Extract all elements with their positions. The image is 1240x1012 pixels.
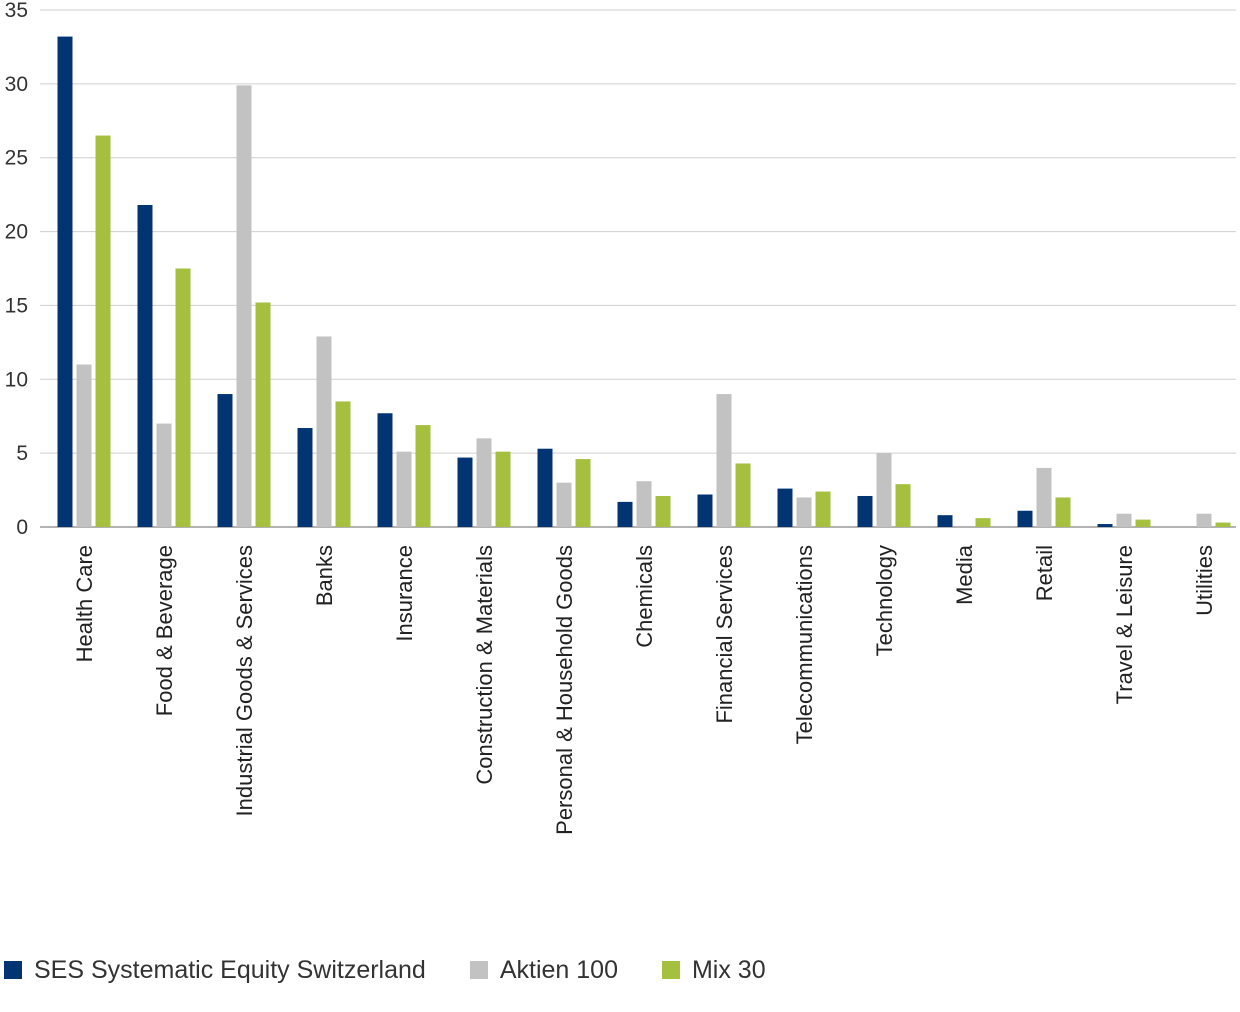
- x-category-label-construction-materials: Construction & Materials: [472, 545, 497, 785]
- y-tick-label-30: 30: [5, 73, 28, 96]
- bar-chemicals-mix-30: [655, 495, 671, 527]
- bar-technology-mix-30: [895, 484, 911, 527]
- bar-utilities-aktien-100: [1196, 513, 1212, 527]
- bar-financial-services-aktien-100: [716, 394, 732, 527]
- bar-media-ses-systematic-equity-switzerland: [937, 515, 953, 527]
- x-category-label-chemicals: Chemicals: [632, 545, 657, 648]
- y-axis-ticks: 0 5 10 15 20 25 30 35: [5, 0, 28, 539]
- bar-construction-materials-ses-systematic-equity-switzerland: [457, 457, 473, 527]
- x-category-label-personal-household-goods: Personal & Household Goods: [552, 545, 577, 835]
- x-axis-category-labels: Health Care Food & Beverage Industrial Goo…: [72, 544, 1217, 835]
- legend-item-aktien-100: Aktien 100: [469, 955, 618, 985]
- y-tick-label-5: 5: [16, 442, 28, 465]
- legend-label-ses: SES Systematic Equity Switzerland: [34, 955, 426, 984]
- bar-telecommunications-mix-30: [815, 491, 831, 527]
- legend-item-mix-30: Mix 30: [661, 955, 766, 985]
- bar-personal-household-goods-ses-systematic-equity-switzerland: [537, 448, 553, 527]
- bar-banks-aktien-100: [316, 336, 332, 527]
- bar-industrial-goods-services-aktien-100: [236, 85, 252, 527]
- bar-health-care-mix-30: [95, 135, 111, 528]
- legend-swatch-aktien-100: [469, 961, 488, 979]
- bar-telecommunications-ses-systematic-equity-switzerland: [777, 488, 793, 527]
- bar-utilities-mix-30: [1215, 522, 1231, 527]
- bar-construction-materials-mix-30: [495, 451, 511, 527]
- x-category-label-industrial-goods-services: Industrial Goods & Services: [232, 545, 257, 816]
- bar-chemicals-aktien-100: [636, 481, 652, 527]
- x-category-label-food-beverage: Food & Beverage: [152, 545, 177, 716]
- bar-personal-household-goods-aktien-100: [556, 482, 572, 527]
- bar-food-beverage-mix-30: [175, 268, 191, 527]
- x-category-label-insurance: Insurance: [392, 545, 417, 642]
- legend-swatch-ses: [4, 961, 22, 979]
- bar-financial-services-mix-30: [735, 463, 751, 527]
- legend-swatch-mix-30: [661, 961, 680, 979]
- bar-industrial-goods-services-ses-systematic-equity-switzerland: [217, 394, 233, 527]
- bar-chemicals-ses-systematic-equity-switzerland: [617, 501, 633, 527]
- bar-food-beverage-ses-systematic-equity-switzerland: [137, 204, 153, 528]
- x-category-label-financial-services: Financial Services: [712, 545, 737, 724]
- bar-retail-mix-30: [1055, 497, 1071, 527]
- bar-health-care-aktien-100: [76, 364, 92, 527]
- y-tick-label-20: 20: [5, 221, 28, 244]
- x-category-label-media: Media: [952, 544, 977, 605]
- bar-travel-leisure-aktien-100: [1116, 513, 1132, 527]
- x-category-label-technology: Technology: [872, 545, 897, 656]
- x-category-label-travel-leisure: Travel & Leisure: [1112, 545, 1137, 704]
- bar-insurance-aktien-100: [396, 451, 412, 527]
- bar-technology-aktien-100: [876, 453, 892, 527]
- bar-industrial-goods-services-mix-30: [255, 302, 271, 527]
- y-tick-label-25: 25: [5, 147, 28, 170]
- x-category-label-telecommunications: Telecommunications: [792, 545, 817, 744]
- bar-travel-leisure-ses-systematic-equity-switzerland: [1097, 524, 1113, 527]
- bar-insurance-ses-systematic-equity-switzerland: [377, 413, 393, 527]
- bar-travel-leisure-mix-30: [1135, 519, 1151, 527]
- bar-health-care-ses-systematic-equity-switzerland: [57, 36, 73, 528]
- bar-personal-household-goods-mix-30: [575, 459, 591, 527]
- bar-insurance-mix-30: [415, 425, 431, 527]
- bar-technology-ses-systematic-equity-switzerland: [857, 495, 873, 527]
- legend-label-mix-30: Mix 30: [691, 955, 766, 984]
- x-category-label-banks: Banks: [312, 545, 337, 606]
- legend: SES Systematic Equity Switzerland Aktien…: [4, 952, 810, 988]
- bar-retail-ses-systematic-equity-switzerland: [1017, 510, 1033, 527]
- x-category-label-health-care: Health Care: [72, 545, 97, 662]
- y-tick-label-10: 10: [5, 368, 28, 391]
- x-category-label-utilities: Utilities: [1192, 545, 1217, 616]
- bar-telecommunications-aktien-100: [796, 497, 812, 527]
- bar-financial-services-ses-systematic-equity-switzerland: [697, 494, 713, 527]
- bar-banks-mix-30: [335, 401, 351, 527]
- y-tick-label-0: 0: [16, 516, 28, 539]
- bar-retail-aktien-100: [1036, 467, 1052, 527]
- bars: [57, 36, 1231, 528]
- x-category-label-retail: Retail: [1032, 545, 1057, 601]
- bar-food-beverage-aktien-100: [156, 423, 172, 527]
- y-tick-label-35: 35: [5, 0, 28, 22]
- legend-item-ses: SES Systematic Equity Switzerland: [4, 956, 426, 985]
- bar-media-mix-30: [975, 518, 991, 527]
- bar-banks-ses-systematic-equity-switzerland: [297, 428, 313, 527]
- legend-label-aktien-100: Aktien 100: [499, 955, 618, 984]
- bar-construction-materials-aktien-100: [476, 438, 492, 527]
- y-tick-label-15: 15: [5, 294, 28, 317]
